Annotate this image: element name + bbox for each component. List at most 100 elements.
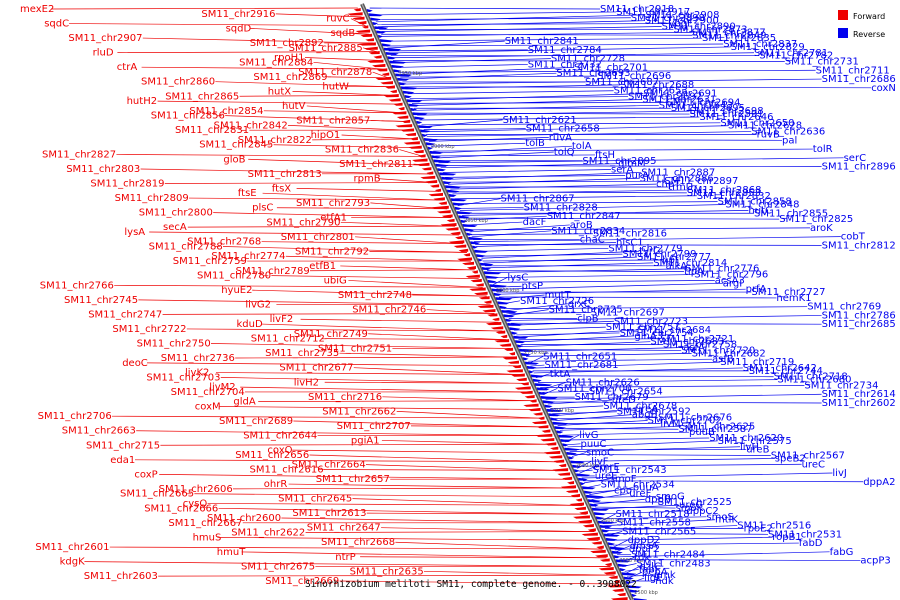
reverse-gene-label: dppD2: [628, 535, 661, 546]
reverse-gene-label: SM11_chr2777: [637, 252, 711, 263]
label-connector: [398, 69, 816, 73]
label-connector: [365, 464, 567, 472]
label-connector: [239, 94, 397, 97]
label-connector: [248, 158, 428, 166]
reverse-gene-label: acpP3: [860, 556, 890, 567]
forward-gene-label: SM11_chr2662: [322, 406, 396, 417]
reverse-gene-label: hpt: [662, 255, 679, 266]
reverse-gene-label: ruvA: [549, 132, 572, 143]
forward-gene-label: SM11_chr2707: [337, 421, 411, 432]
label-connector: [569, 446, 741, 453]
reverse-gene-label: ureC: [802, 459, 825, 470]
reverse-gene-arrow: [472, 245, 478, 249]
reverse-gene-label: ftsH: [595, 150, 615, 161]
label-connector: [138, 299, 491, 306]
reverse-gene-arrow: [406, 99, 423, 103]
forward-gene-arrow: [541, 429, 551, 433]
reverse-gene-arrow: [580, 482, 586, 485]
reverse-gene-arrow: [478, 258, 484, 262]
label-connector: [281, 517, 591, 524]
label-connector: [276, 207, 448, 210]
reverse-gene-label: SM11_chr2682: [692, 348, 766, 359]
label-connector: [117, 51, 377, 53]
label-connector: [466, 221, 523, 226]
forward-gene-label: SM11_chr2644: [243, 431, 317, 442]
label-connector: [570, 454, 771, 456]
reverse-gene-label: chpT: [656, 179, 681, 190]
reverse-gene-arrow: [399, 82, 407, 86]
label-connector: [382, 31, 692, 37]
reverse-gene-arrow: [589, 503, 599, 507]
forward-gene-label: hmuT: [217, 547, 246, 558]
label-connector: [350, 18, 366, 27]
label-connector: [427, 138, 783, 141]
reverse-gene-label: SM11_chr2575: [718, 436, 792, 447]
reverse-gene-label: SM11_chr2776: [685, 264, 759, 275]
forward-gene-arrow: [482, 309, 496, 313]
forward-gene-label: etfB1: [309, 261, 336, 272]
reverse-gene-arrow: [621, 572, 637, 576]
reverse-gene-label: SM11_chr2676: [658, 413, 732, 424]
position-tick-label: 2550 kbp: [620, 558, 644, 564]
reverse-gene-arrow: [609, 546, 626, 550]
reverse-gene-label: livM: [660, 418, 680, 429]
reverse-gene-arrow: [631, 593, 637, 597]
label-connector: [426, 131, 752, 137]
reverse-gene-label: SM11_chr2567: [771, 451, 845, 462]
label-connector: [417, 110, 690, 116]
forward-gene-label: SM11_chr2675: [241, 561, 315, 572]
reverse-gene-label: SM11_chr2692: [628, 92, 702, 103]
label-connector: [470, 233, 593, 236]
reverse-gene-label: dppB: [645, 494, 671, 505]
forward-gene-arrow: [400, 128, 415, 132]
label-connector: [116, 154, 424, 157]
reverse-gene-label: ureG: [679, 500, 703, 511]
label-connector: [382, 396, 535, 402]
reverse-gene-label: SM11_chr2796: [694, 270, 768, 281]
position-tick-label: 2950 kbp: [398, 71, 422, 77]
forward-gene-arrow: [462, 261, 475, 265]
label-connector: [518, 338, 661, 341]
label-connector: [381, 440, 555, 445]
reverse-gene-label: SM11_chr2754: [620, 328, 694, 339]
reverse-gene-arrow: [395, 73, 412, 77]
label-connector: [241, 551, 607, 559]
label-connector: [210, 343, 511, 349]
reverse-gene-label: SM11_chr2835: [702, 33, 776, 44]
reverse-gene-arrow: [445, 185, 462, 189]
reverse-gene-label: SM11_chr2898: [631, 13, 705, 24]
reverse-gene-arrow: [418, 125, 433, 129]
forward-gene-label: kduD: [237, 319, 263, 330]
forward-gene-arrow: [533, 412, 543, 416]
forward-gene-arrow: [466, 266, 476, 270]
label-connector: [188, 197, 444, 201]
reverse-gene-label: SM11_chr2602: [822, 398, 896, 409]
label-connector: [240, 386, 531, 393]
label-connector: [355, 236, 463, 245]
reverse-gene-label: SM11_chr2816: [593, 229, 667, 240]
label-connector: [159, 474, 571, 480]
reverse-gene-arrow: [509, 327, 521, 331]
position-ticks: 2950 kbp 2900 kbp 2850 kbp 2800 kbp 2750 kbp…: [398, 71, 657, 596]
label-connector: [377, 20, 645, 28]
forward-gene-label: plsC: [252, 203, 273, 214]
reverse-gene-labels: SM11_chr2918SM11_chr2917SM11_chr2908SM11…: [501, 4, 896, 587]
forward-gene-label: hmuS: [193, 532, 222, 543]
forward-gene-label: SM11_chr2722: [112, 324, 186, 335]
reverse-gene-arrow: [593, 512, 607, 516]
forward-gene-arrow: [408, 145, 422, 149]
reverse-gene-arrow: [464, 228, 475, 232]
label-connector: [232, 487, 575, 490]
label-connector: [550, 405, 604, 410]
reverse-gene-label: SM11_chr2829: [731, 42, 805, 53]
label-connector: [516, 332, 620, 336]
reverse-gene-label: SM11_chr2900: [645, 16, 719, 27]
label-connector: [396, 410, 543, 419]
reverse-gene-arrow: [519, 348, 534, 352]
reverse-gene-label: SM11_chr2727: [751, 287, 825, 298]
forward-gene-label: livF2: [270, 314, 294, 325]
label-connector: [263, 110, 405, 114]
label-connector: [160, 443, 555, 446]
reverse-gene-label: SM11_chr2895: [582, 156, 656, 167]
